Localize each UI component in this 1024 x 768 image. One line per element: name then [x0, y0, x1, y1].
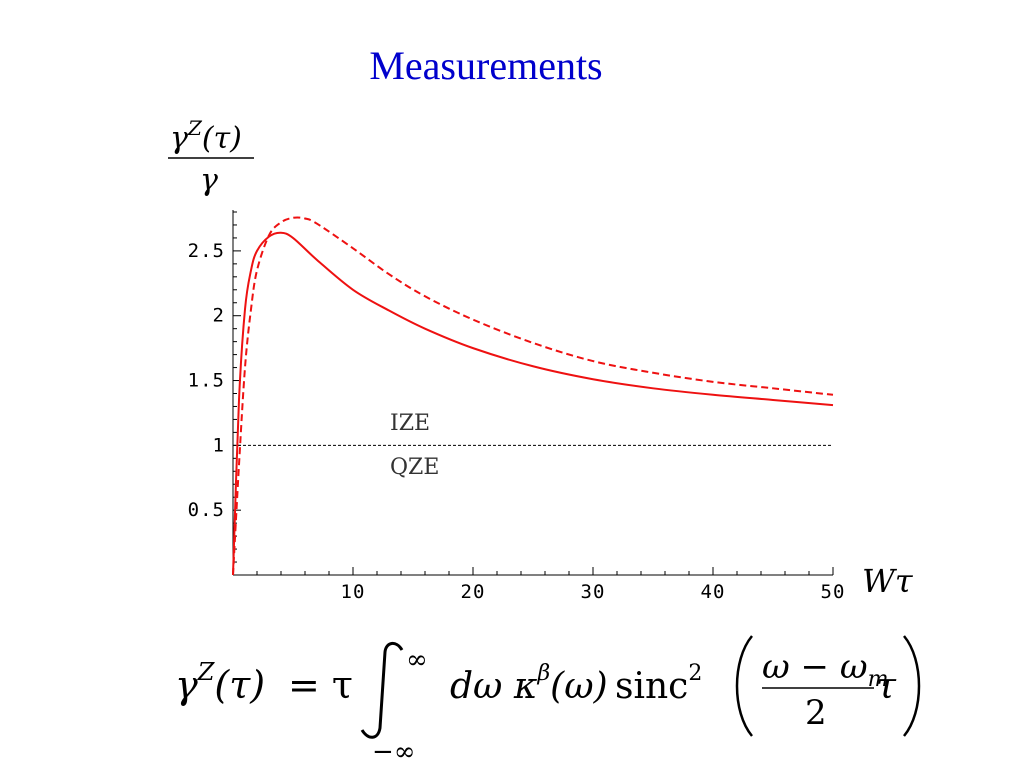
svg-text:γZ(τ): γZ(τ) — [175, 658, 265, 707]
series-line-solid — [232, 231, 834, 576]
y-tick-label: 1.5 — [188, 370, 225, 392]
y-label-gamma: γ — [170, 121, 188, 156]
formula-gamma-sup: Z — [197, 658, 216, 686]
formula: γZ(τ) = τ ∞ −∞ dω κβ(ω) sinc2 ω − ωm 2 τ — [175, 635, 921, 767]
x-tick-label: 10 — [341, 581, 366, 603]
annotation-ize: IZE — [390, 411, 430, 436]
formula-gamma-arg: (τ) — [214, 663, 265, 707]
formula-sinc: sinc — [615, 666, 688, 707]
integral-upper: ∞ — [406, 645, 428, 675]
formula-integrand: dω κ — [450, 666, 538, 707]
formula-kappa-arg: (ω) — [550, 666, 607, 707]
y-axis-label: γZ(τ) γ — [168, 116, 254, 198]
x-tick-label: 20 — [461, 581, 486, 603]
svg-text:ω − ωm: ω − ωm — [762, 647, 888, 692]
svg-text:γZ(τ): γZ(τ) — [170, 116, 242, 156]
left-paren — [735, 635, 753, 737]
integral-sign — [360, 642, 404, 739]
integral-lower: −∞ — [372, 737, 415, 767]
page-title: Measurements — [369, 43, 603, 88]
formula-tail-tau: τ — [876, 666, 897, 707]
series-layer — [232, 216, 834, 576]
tick-labels: 10 20 30 40 50 0.5 1 1.5 2 2.5 — [188, 240, 846, 603]
formula-kappa-sup: β — [536, 661, 550, 686]
y-label-denominator: γ — [200, 163, 218, 198]
x-tick-label: 50 — [821, 581, 846, 603]
fraction-denominator: 2 — [805, 693, 827, 733]
formula-sinc-sup: 2 — [688, 661, 702, 686]
svg-text:sinc2: sinc2 — [615, 661, 702, 707]
fraction-numerator-sub: m — [868, 667, 889, 692]
fraction-numerator: ω − ω — [762, 647, 868, 687]
formula-gamma: γ — [175, 663, 198, 707]
annotation-qze: QZE — [390, 455, 439, 480]
x-tick-label: 40 — [701, 581, 726, 603]
y-tick-label: 0.5 — [188, 499, 225, 521]
x-axis-label: Wτ — [862, 562, 914, 600]
y-tick-label: 2.5 — [188, 240, 225, 262]
svg-text:dω κβ(ω): dω κβ(ω) — [450, 661, 608, 707]
series-line-dashed — [232, 216, 834, 576]
formula-equals-tau: = τ — [288, 663, 353, 707]
y-tick-label: 1 — [213, 434, 225, 456]
y-label-sup: Z — [187, 116, 203, 140]
x-tick-label: 30 — [581, 581, 606, 603]
y-label-arg: (τ) — [202, 121, 242, 156]
right-paren — [903, 635, 921, 737]
y-tick-label: 2 — [213, 305, 225, 327]
